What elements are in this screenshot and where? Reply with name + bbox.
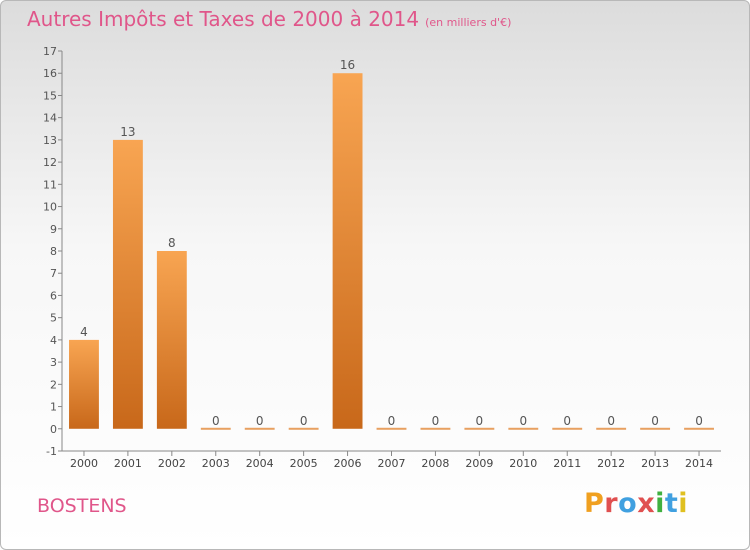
y-tick-label: 6 — [50, 289, 57, 302]
data-label: 0 — [563, 414, 571, 428]
x-tick-label: 2006 — [334, 457, 362, 470]
data-label: 0 — [519, 414, 527, 428]
logo-letter: P — [584, 488, 605, 519]
chart-title: Autres Impôts et Taxes de 2000 à 2014 (en… — [27, 7, 511, 31]
x-tick-label: 2013 — [641, 457, 669, 470]
bar — [552, 427, 583, 430]
y-tick-label: 12 — [43, 156, 57, 169]
x-tick-label: 2010 — [509, 457, 537, 470]
bar — [332, 73, 363, 429]
logo-letter: x — [637, 488, 656, 519]
x-tick-label: 2009 — [465, 457, 493, 470]
y-tick-label: 17 — [43, 45, 57, 58]
x-tick-label: 2005 — [290, 457, 318, 470]
x-tick-label: 2001 — [114, 457, 142, 470]
logo-letter: i — [678, 488, 689, 519]
bar — [200, 427, 231, 430]
x-tick-label: 2002 — [158, 457, 186, 470]
x-tick-label: 2011 — [553, 457, 581, 470]
logo-letter: t — [664, 488, 679, 519]
logo-letter: i — [655, 488, 665, 519]
chart-unit: (en milliers d'€) — [425, 16, 512, 29]
bar — [69, 339, 99, 429]
bar — [376, 427, 407, 430]
data-label: 0 — [256, 414, 264, 428]
x-tick-label: 2000 — [70, 457, 98, 470]
data-label: 0 — [432, 414, 440, 428]
bar — [464, 427, 495, 430]
x-tick-label: 2012 — [597, 457, 625, 470]
data-label: 0 — [212, 414, 220, 428]
x-tick-label: 2003 — [202, 457, 230, 470]
bar — [112, 139, 143, 429]
y-tick-label: 11 — [43, 178, 57, 191]
data-label: 4 — [80, 325, 88, 339]
commune-name: BOSTENS — [37, 495, 127, 517]
bar — [156, 251, 187, 429]
data-label: 0 — [607, 414, 615, 428]
data-label: 0 — [388, 414, 396, 428]
y-tick-label: 8 — [50, 245, 57, 258]
y-tick-label: 14 — [43, 112, 57, 125]
bar — [244, 427, 275, 430]
chart-title-text: Autres Impôts et Taxes de 2000 à 2014 — [27, 7, 420, 31]
y-tick-label: 1 — [50, 401, 57, 414]
data-label: 0 — [651, 414, 659, 428]
data-label: 13 — [120, 125, 135, 139]
y-tick-label: 16 — [43, 67, 57, 80]
y-tick-label: -1 — [46, 445, 57, 458]
bar — [640, 427, 671, 430]
y-tick-label: 2 — [50, 378, 57, 391]
y-tick-label: 15 — [43, 89, 57, 102]
x-tick-label: 2014 — [685, 457, 713, 470]
y-tick-label: 5 — [50, 312, 57, 325]
bar — [420, 427, 451, 430]
bar — [684, 427, 714, 430]
x-tick-label: 2008 — [421, 457, 449, 470]
y-tick-label: 7 — [50, 267, 57, 280]
y-tick-label: 9 — [50, 223, 57, 236]
y-tick-label: 3 — [50, 356, 57, 369]
bar — [596, 427, 627, 430]
x-tick-label: 2004 — [246, 457, 274, 470]
data-label: 8 — [168, 236, 176, 250]
logo-letter: r — [604, 488, 619, 519]
bar — [508, 427, 539, 430]
data-label: 16 — [340, 58, 355, 72]
x-tick-label: 2007 — [378, 457, 406, 470]
proxiti-logo: Proxiti — [584, 488, 688, 519]
y-tick-label: 0 — [50, 423, 57, 436]
y-tick-label: 13 — [43, 134, 57, 147]
bar — [288, 427, 319, 430]
y-tick-label: 4 — [50, 334, 57, 347]
logo-letter: o — [618, 488, 638, 519]
data-label: 0 — [695, 414, 703, 428]
y-tick-label: 10 — [43, 201, 57, 214]
data-label: 0 — [476, 414, 484, 428]
data-label: 0 — [300, 414, 308, 428]
